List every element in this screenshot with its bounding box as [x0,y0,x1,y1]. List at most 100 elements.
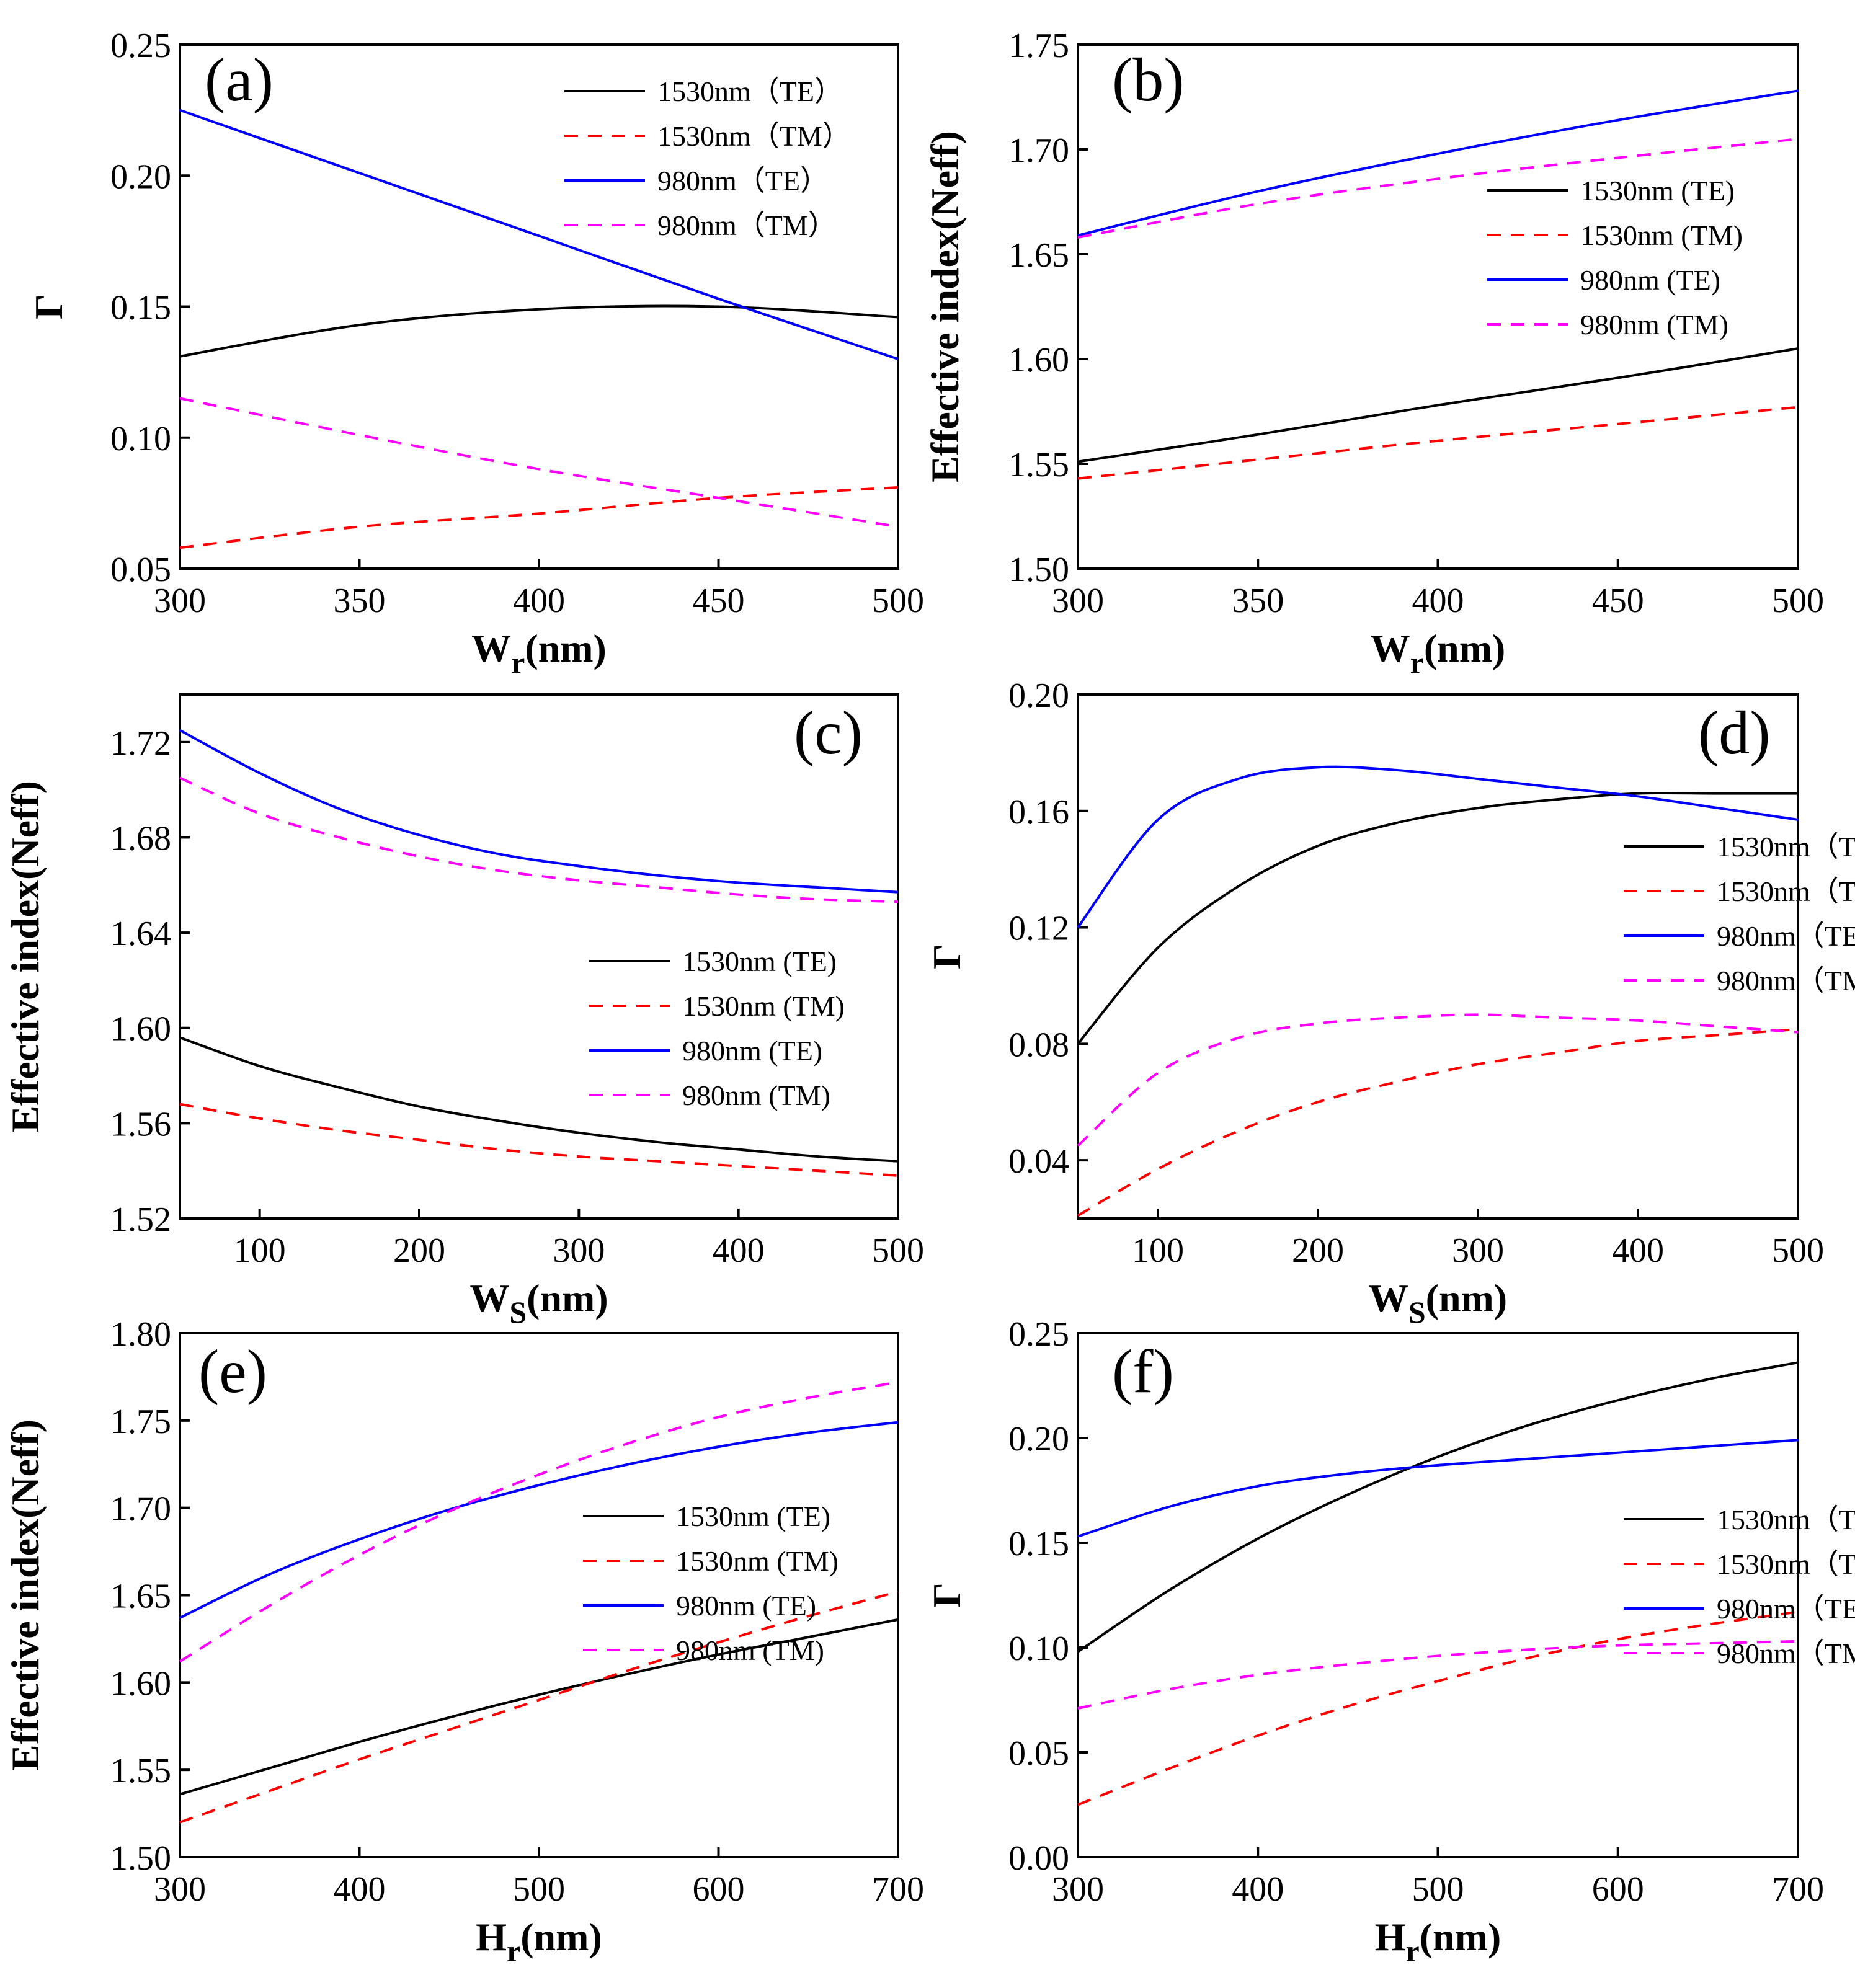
y-tick-label: 0.10 [110,420,171,458]
legend-label-1: 1530nm (TM) [682,990,845,1022]
x-tick-label: 100 [234,1231,286,1270]
legend-label-3: 980nm（TM） [1717,1638,1855,1669]
x-axis-label-sub: r [1406,1933,1420,1968]
x-axis-label-sub: r [507,1933,520,1968]
legend-label-3: 980nm (TM) [682,1080,830,1111]
y-tick-label: 1.70 [1008,131,1069,170]
chart-panel-e: 300 400 500 600 700 1.50 1.55 1.60 1.65 1.70 1.75 1… [3,1315,924,1968]
legend-label-1: 1530nm (TM) [1580,220,1743,251]
y-tick-label: 1.70 [110,1490,171,1529]
y-tick-label: 1.60 [110,1664,171,1703]
x-tick-label: 350 [1232,582,1284,620]
x-axis-label-main: H [476,1915,507,1959]
y-tick-label: 0.00 [1008,1839,1069,1878]
y-axis-label: Effective index(Neff) [3,1419,47,1771]
panel-label: (a) [205,45,274,114]
y-axis-label: Γ [925,1582,969,1608]
x-axis-label-main: W [471,626,511,670]
series-line-2 [179,729,899,894]
x-tick-label: 500 [513,1870,565,1909]
chart-panel-d: 100 200 300 400 500 0.04 0.08 0.12 0.16 0.20 WS(nm… [925,677,1855,1329]
y-tick-label: 0.04 [1008,1142,1069,1181]
series-line-2 [1077,1439,1799,1538]
panel-label: (c) [794,698,863,767]
x-tick-label: 450 [693,582,745,620]
panel-label: (b) [1112,45,1185,114]
y-tick-label: 1.72 [110,724,171,763]
x-tick-label: 700 [872,1870,924,1909]
chart-panel-c: 100 200 300 400 500 1.52 1.56 1.60 1.64 1.68 1.72 W… [3,693,924,1329]
x-axis-label-unit: (nm) [1420,1915,1501,1959]
x-tick-label: 500 [1772,582,1824,620]
y-tick-label: 0.05 [110,551,171,589]
x-tick-label: 500 [872,1231,924,1270]
series-line-3 [179,1380,899,1663]
x-axis-label-unit: (nm) [527,1276,608,1320]
x-tick-label: 300 [1052,1870,1104,1909]
plot-frame [1077,693,1799,1220]
y-tick-label: 0.15 [110,289,171,327]
series-line-3 [179,776,899,903]
series-line-0 [1077,347,1799,463]
x-axis-label: Hr(nm) [476,1915,602,1968]
x-axis-label-main: W [1369,1276,1408,1320]
y-tick-label: 1.52 [110,1200,171,1239]
series-line-1 [179,486,899,549]
x-tick-label: 500 [1772,1231,1824,1270]
x-tick-label: 600 [1592,1870,1644,1909]
legend-label-2: 980nm (TE) [676,1590,816,1622]
x-tick-label: 300 [154,1870,206,1909]
x-tick-label: 450 [1592,582,1644,620]
y-axis-label: Γ [27,294,71,319]
legend-label-0: 1530nm（TE） [1717,831,1855,863]
y-tick-label: 1.65 [110,1578,171,1616]
x-tick-label: 200 [1292,1231,1344,1270]
x-axis-label-sub: r [511,645,525,680]
legend-label-2: 980nm（TE） [1717,1593,1855,1625]
chart-panel-b: 300 350 400 450 500 1.50 1.55 1.60 1.65 1.70 1.75 W… [923,27,1824,680]
y-tick-label: 0.25 [1008,1315,1069,1354]
x-tick-label: 400 [1412,582,1464,620]
series-line-0 [179,304,899,358]
y-tick-label: 0.20 [1008,677,1069,715]
x-tick-label: 400 [334,1870,386,1909]
legend-label-1: 1530nm (TM) [676,1545,839,1577]
series-line-0 [179,1618,899,1796]
panel-label: (f) [1112,1337,1174,1406]
chart-panel-f: 300 400 500 600 700 0.00 0.05 0.10 0.15 0.20 0.25 H… [925,1315,1855,1968]
x-tick-label: 300 [1452,1231,1504,1270]
x-axis-label: Hr(nm) [1375,1915,1501,1968]
y-tick-label: 0.15 [1008,1525,1069,1563]
x-axis-label-main: W [1371,626,1410,670]
x-axis-label: Wr(nm) [1371,626,1506,680]
panel-label: (d) [1698,698,1771,767]
y-axis-label: Effective index(Neff) [923,131,967,482]
y-tick-label: 0.25 [110,27,171,65]
x-tick-label: 700 [1772,1870,1824,1909]
x-tick-label: 600 [693,1870,745,1909]
x-axis-label: WS(nm) [469,1276,608,1329]
legend-label-1: 1530nm（TM） [1717,1548,1855,1580]
y-tick-label: 0.16 [1008,793,1069,832]
legend-label-3: 980nm（TM） [657,210,837,241]
y-tick-label: 1.75 [1008,27,1069,65]
legend-label-1: 1530nm（TM） [657,120,851,152]
x-tick-label: 400 [713,1231,765,1270]
x-tick-label: 300 [154,582,206,620]
x-tick-label: 200 [393,1231,445,1270]
x-tick-label: 400 [513,582,565,620]
legend-label-3: 980nm (TM) [676,1635,824,1666]
legend-label-2: 980nm (TE) [1580,264,1720,296]
x-tick-label: 300 [1052,582,1104,620]
series-line-1 [179,1590,899,1824]
series-line-1 [1077,1027,1799,1217]
series-line-3 [1077,1640,1799,1710]
series-line-2 [1077,765,1799,928]
series-line-3 [1077,1013,1799,1147]
x-tick-label: 400 [1612,1231,1664,1270]
x-axis-label-main: H [1375,1915,1406,1959]
legend-label-3: 980nm（TM） [1717,965,1855,996]
legend-label-0: 1530nm (TE) [676,1501,830,1532]
plot-frame [179,693,899,1220]
